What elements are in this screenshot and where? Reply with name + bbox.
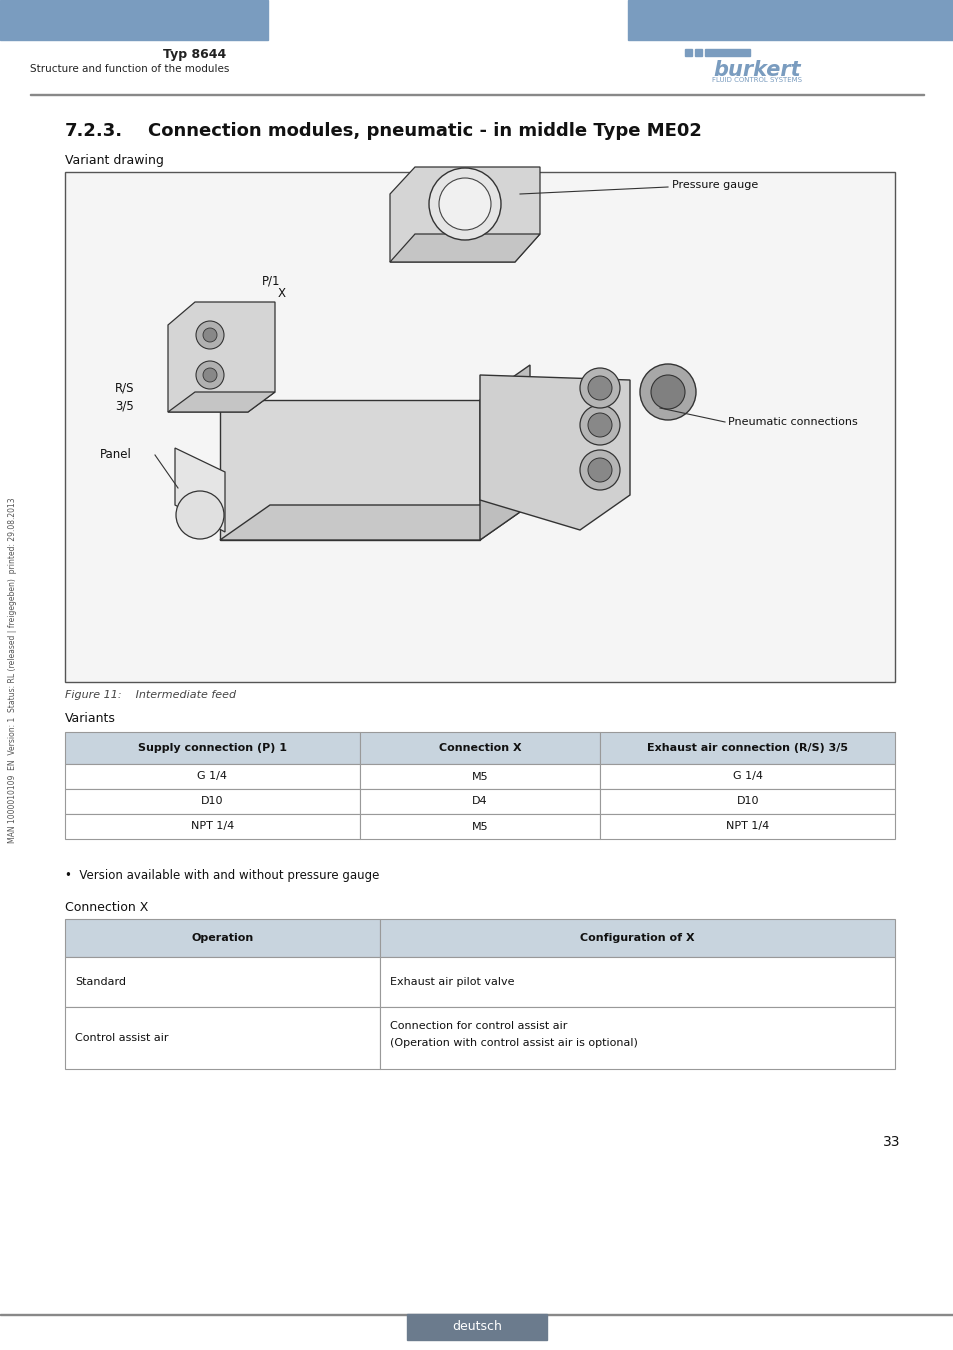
Bar: [407, 1314, 546, 1341]
Text: Configuration of X: Configuration of X: [579, 933, 695, 944]
Circle shape: [203, 369, 216, 382]
Bar: [65, 764, 359, 788]
Text: Supply connection (P) 1: Supply connection (P) 1: [137, 743, 287, 753]
Text: Panel: Panel: [100, 448, 132, 462]
Text: Operation: Operation: [192, 933, 253, 944]
Text: X: X: [277, 288, 286, 300]
Text: D10: D10: [201, 796, 223, 806]
Circle shape: [203, 328, 216, 342]
Text: Figure 11:    Intermediate feed: Figure 11: Intermediate feed: [65, 690, 236, 701]
Circle shape: [579, 369, 619, 408]
Circle shape: [175, 491, 224, 539]
Text: Control assist air: Control assist air: [75, 1033, 169, 1044]
Text: (Operation with control assist air is optional): (Operation with control assist air is op…: [390, 1038, 638, 1048]
Text: MAN 1000010109  EN  Version: 1  Status: RL (released | freigegeben)  printed: 29: MAN 1000010109 EN Version: 1 Status: RL …: [9, 497, 17, 842]
Text: D10: D10: [736, 796, 759, 806]
Text: 3/5: 3/5: [115, 400, 133, 413]
Text: 33: 33: [882, 1135, 899, 1149]
Bar: [65, 788, 359, 814]
Text: Pneumatic connections: Pneumatic connections: [727, 417, 857, 427]
Text: R/S: R/S: [115, 382, 134, 394]
Polygon shape: [479, 364, 530, 540]
Bar: [380, 957, 894, 1007]
Bar: [599, 764, 894, 788]
Text: burkert: burkert: [713, 59, 800, 80]
Text: Connection modules, pneumatic - in middle Type ME02: Connection modules, pneumatic - in middl…: [148, 122, 701, 140]
Polygon shape: [390, 167, 539, 262]
Text: Connection for control assist air: Connection for control assist air: [390, 1021, 567, 1031]
Circle shape: [195, 321, 224, 350]
Circle shape: [579, 405, 619, 446]
Bar: [65, 919, 380, 957]
Polygon shape: [220, 400, 479, 540]
Bar: [0, 0, 268, 40]
Bar: [695, 49, 701, 55]
Bar: [359, 764, 599, 788]
Text: D4: D4: [472, 796, 487, 806]
Bar: [704, 49, 749, 55]
Text: 7.2.3.: 7.2.3.: [65, 122, 123, 140]
Polygon shape: [390, 234, 539, 262]
Text: Exhaust air connection (R/S) 3/5: Exhaust air connection (R/S) 3/5: [646, 743, 847, 753]
Text: Structure and function of the modules: Structure and function of the modules: [30, 63, 230, 74]
Polygon shape: [174, 448, 225, 532]
Bar: [65, 732, 359, 764]
Polygon shape: [168, 392, 274, 412]
Bar: [359, 788, 599, 814]
Bar: [684, 49, 691, 55]
Bar: [380, 1007, 894, 1069]
Circle shape: [195, 360, 224, 389]
Text: NPT 1/4: NPT 1/4: [725, 822, 768, 832]
Circle shape: [587, 413, 612, 437]
Circle shape: [587, 377, 612, 400]
Text: FLUID CONTROL SYSTEMS: FLUID CONTROL SYSTEMS: [711, 77, 801, 82]
Text: Variant drawing: Variant drawing: [65, 154, 164, 167]
Text: Variants: Variants: [65, 711, 115, 725]
Polygon shape: [220, 505, 530, 540]
Text: Exhaust air pilot valve: Exhaust air pilot valve: [390, 977, 515, 987]
Bar: [65, 814, 359, 838]
Text: Typ 8644: Typ 8644: [163, 49, 227, 61]
Circle shape: [587, 458, 612, 482]
Bar: [65, 957, 380, 1007]
Text: deutsch: deutsch: [452, 1320, 501, 1334]
Polygon shape: [168, 302, 274, 412]
Text: •  Version available with and without pressure gauge: • Version available with and without pre…: [65, 869, 379, 882]
Text: M5: M5: [471, 771, 488, 782]
Bar: [599, 788, 894, 814]
Text: G 1/4: G 1/4: [197, 771, 227, 782]
Polygon shape: [479, 375, 629, 531]
Text: NPT 1/4: NPT 1/4: [191, 822, 233, 832]
Circle shape: [579, 450, 619, 490]
Bar: [359, 732, 599, 764]
Text: Connection X: Connection X: [65, 900, 149, 914]
Bar: [380, 919, 894, 957]
Bar: [359, 814, 599, 838]
Bar: [65, 171, 894, 682]
Text: Pressure gauge: Pressure gauge: [671, 180, 758, 190]
Circle shape: [438, 178, 491, 230]
Bar: [65, 1007, 380, 1069]
Text: P/1: P/1: [262, 274, 280, 288]
Text: Connection X: Connection X: [438, 743, 520, 753]
Bar: [599, 814, 894, 838]
Text: M5: M5: [471, 822, 488, 832]
Circle shape: [650, 375, 684, 409]
Circle shape: [639, 364, 696, 420]
Circle shape: [429, 167, 500, 240]
Bar: [599, 732, 894, 764]
Text: G 1/4: G 1/4: [732, 771, 761, 782]
Text: Standard: Standard: [75, 977, 126, 987]
Bar: [627, 0, 953, 40]
